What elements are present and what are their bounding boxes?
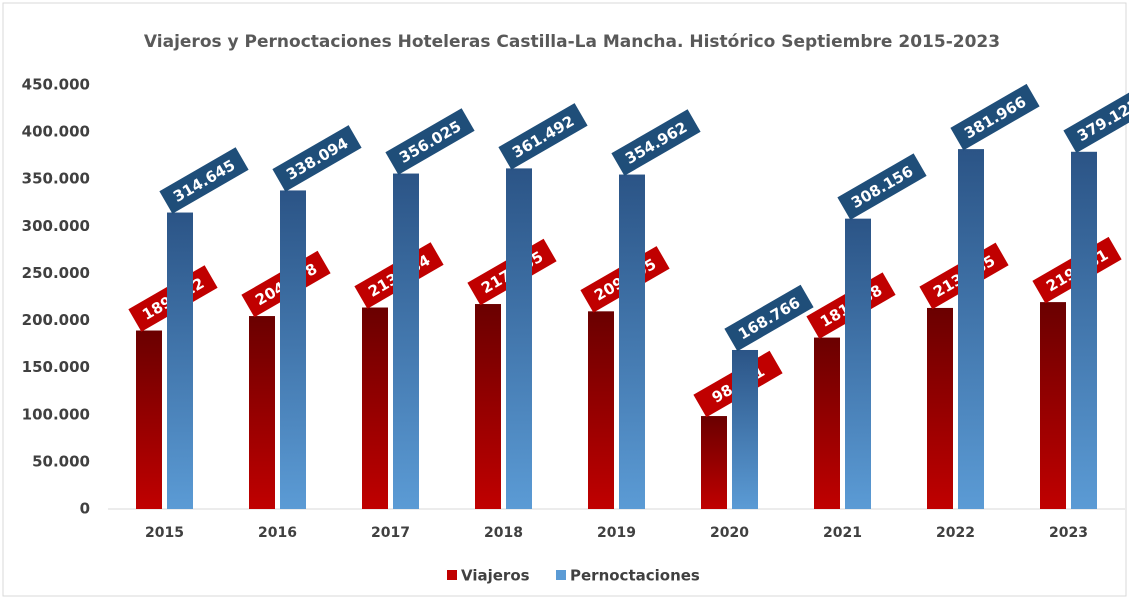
bar bbox=[701, 416, 727, 509]
data-label: 361.492 bbox=[498, 103, 588, 170]
y-tick-label: 400.000 bbox=[22, 123, 90, 141]
data-label-box bbox=[159, 147, 249, 214]
data-label-box bbox=[724, 284, 814, 352]
data-label: 308.156 bbox=[837, 153, 927, 220]
data-label: 314.645 bbox=[159, 147, 249, 214]
data-label-box bbox=[385, 108, 475, 175]
data-label-box bbox=[498, 103, 588, 170]
legend-label: Pernoctaciones bbox=[570, 567, 700, 585]
data-label: 379.122 bbox=[1063, 86, 1129, 154]
x-tick-label: 2023 bbox=[1049, 525, 1088, 541]
bar bbox=[814, 337, 840, 509]
x-tick-label: 2021 bbox=[823, 525, 862, 541]
y-tick-label: 150.000 bbox=[22, 358, 90, 376]
data-label-box bbox=[950, 83, 1040, 151]
chart-title: Viajeros y Pernoctaciones Hoteleras Cast… bbox=[144, 32, 1000, 52]
legend-swatch bbox=[447, 570, 457, 580]
bar bbox=[280, 190, 306, 510]
bar bbox=[732, 349, 758, 509]
bar bbox=[249, 316, 275, 509]
x-tick-label: 2019 bbox=[597, 525, 636, 541]
y-tick-label: 100.000 bbox=[22, 405, 90, 423]
x-tick-label: 2020 bbox=[710, 525, 749, 541]
y-tick-label: 450.000 bbox=[22, 76, 90, 94]
x-tick-label: 2018 bbox=[484, 525, 523, 541]
y-tick-label: 0 bbox=[80, 500, 90, 518]
data-label: 381.966 bbox=[950, 83, 1040, 151]
data-label: 356.025 bbox=[385, 108, 475, 175]
bar bbox=[136, 330, 162, 509]
y-tick-label: 300.000 bbox=[22, 217, 90, 235]
bar bbox=[506, 168, 532, 509]
bar bbox=[588, 311, 614, 509]
x-tick-label: 2015 bbox=[145, 525, 184, 541]
data-label: 354.962 bbox=[611, 109, 701, 176]
y-tick-label: 250.000 bbox=[22, 264, 90, 282]
data-label-box bbox=[837, 153, 927, 220]
bar bbox=[1040, 302, 1066, 509]
bar bbox=[167, 212, 193, 509]
data-label-box bbox=[1063, 86, 1129, 154]
bar bbox=[845, 218, 871, 510]
x-tick-label: 2022 bbox=[936, 525, 975, 541]
bar bbox=[619, 174, 645, 509]
bar bbox=[1071, 151, 1097, 509]
bar bbox=[393, 173, 419, 509]
data-label-box bbox=[272, 125, 362, 192]
data-label-box bbox=[611, 109, 701, 176]
y-tick-label: 200.000 bbox=[22, 311, 90, 329]
data-label: 168.766 bbox=[724, 284, 814, 352]
bar bbox=[958, 149, 984, 509]
y-tick-label: 50.000 bbox=[32, 452, 90, 470]
bar bbox=[362, 307, 388, 509]
x-tick-label: 2016 bbox=[258, 525, 297, 541]
data-label: 338.094 bbox=[272, 125, 362, 192]
y-tick-label: 350.000 bbox=[22, 170, 90, 188]
legend-swatch bbox=[556, 570, 566, 580]
legend-label: Viajeros bbox=[461, 567, 530, 585]
bar bbox=[927, 307, 953, 509]
x-tick-label: 2017 bbox=[371, 525, 410, 541]
bar bbox=[475, 304, 501, 509]
